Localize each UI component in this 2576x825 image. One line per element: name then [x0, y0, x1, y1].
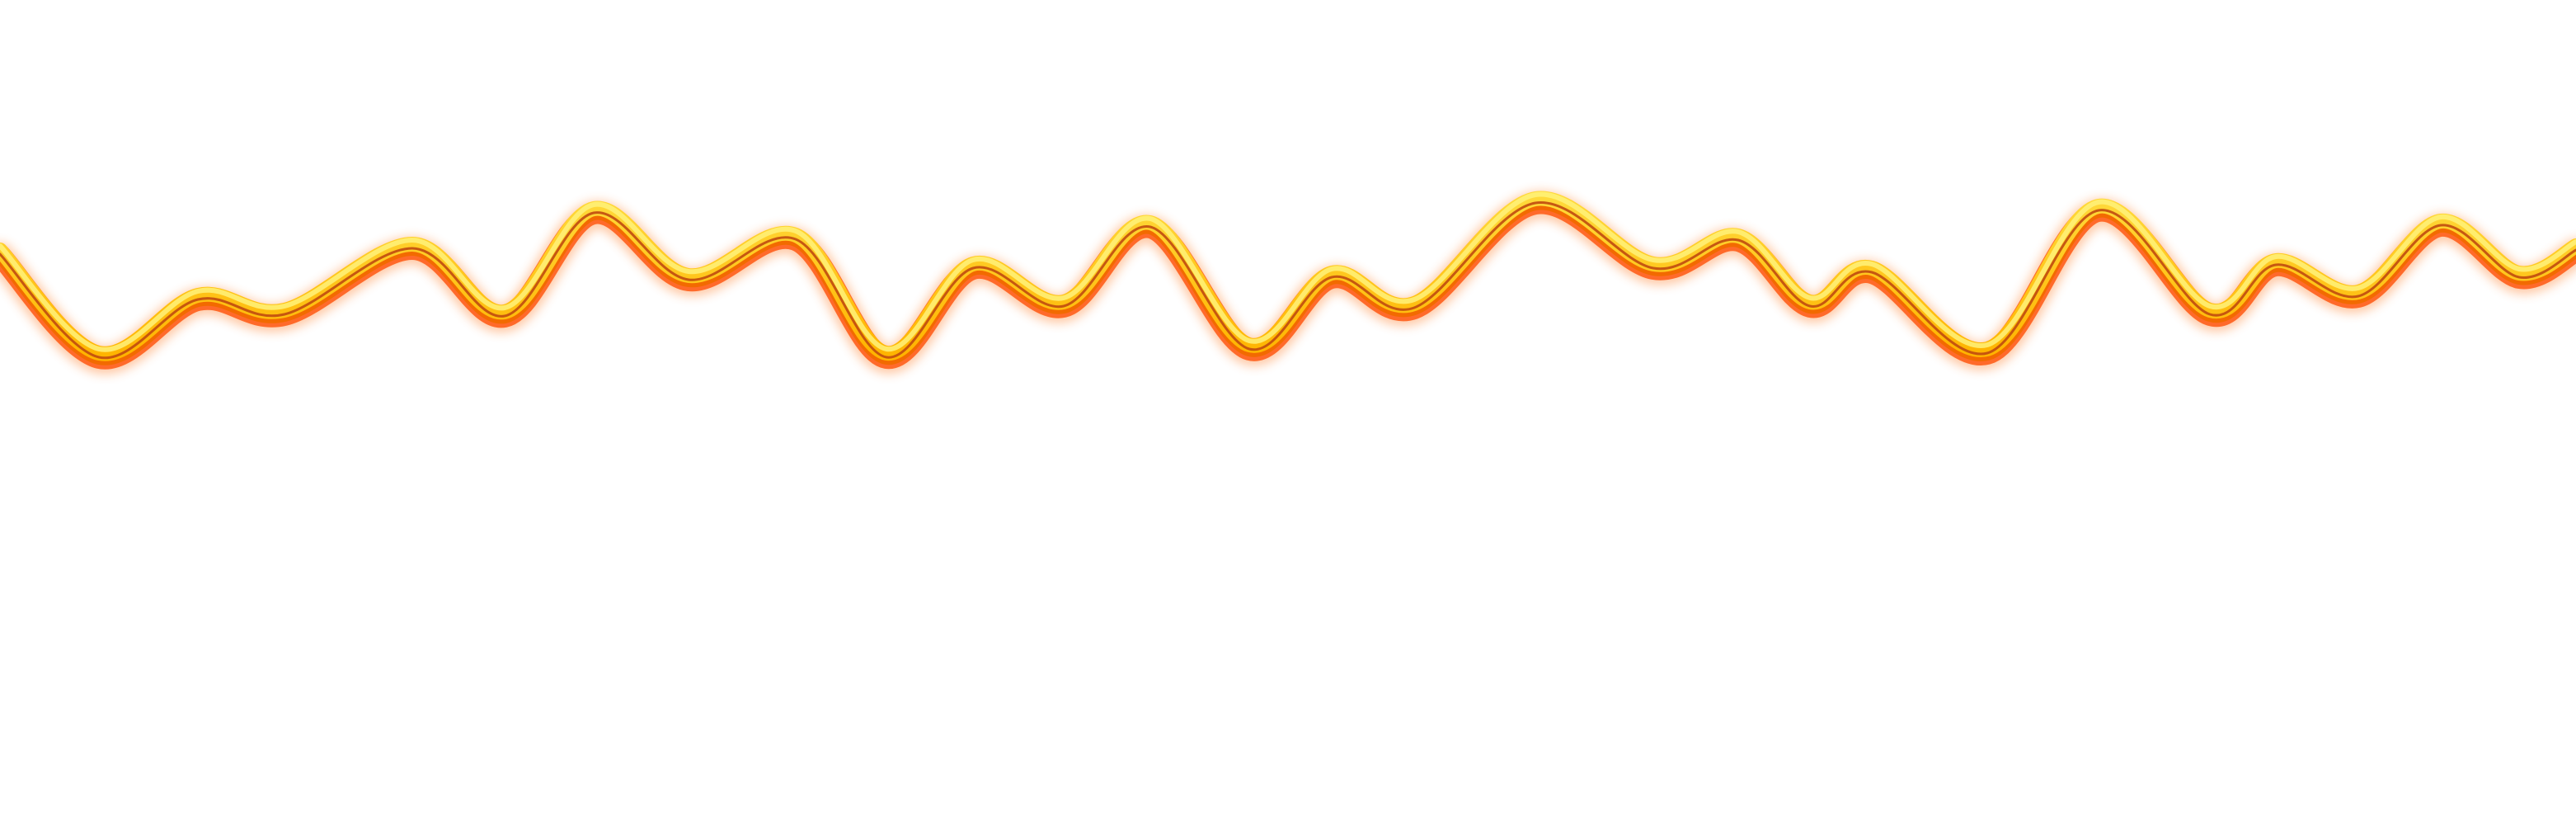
ribbon-body	[0, 191, 2576, 361]
ribbon-inner-line	[0, 201, 2576, 360]
ribbon-highlight	[0, 191, 2576, 352]
